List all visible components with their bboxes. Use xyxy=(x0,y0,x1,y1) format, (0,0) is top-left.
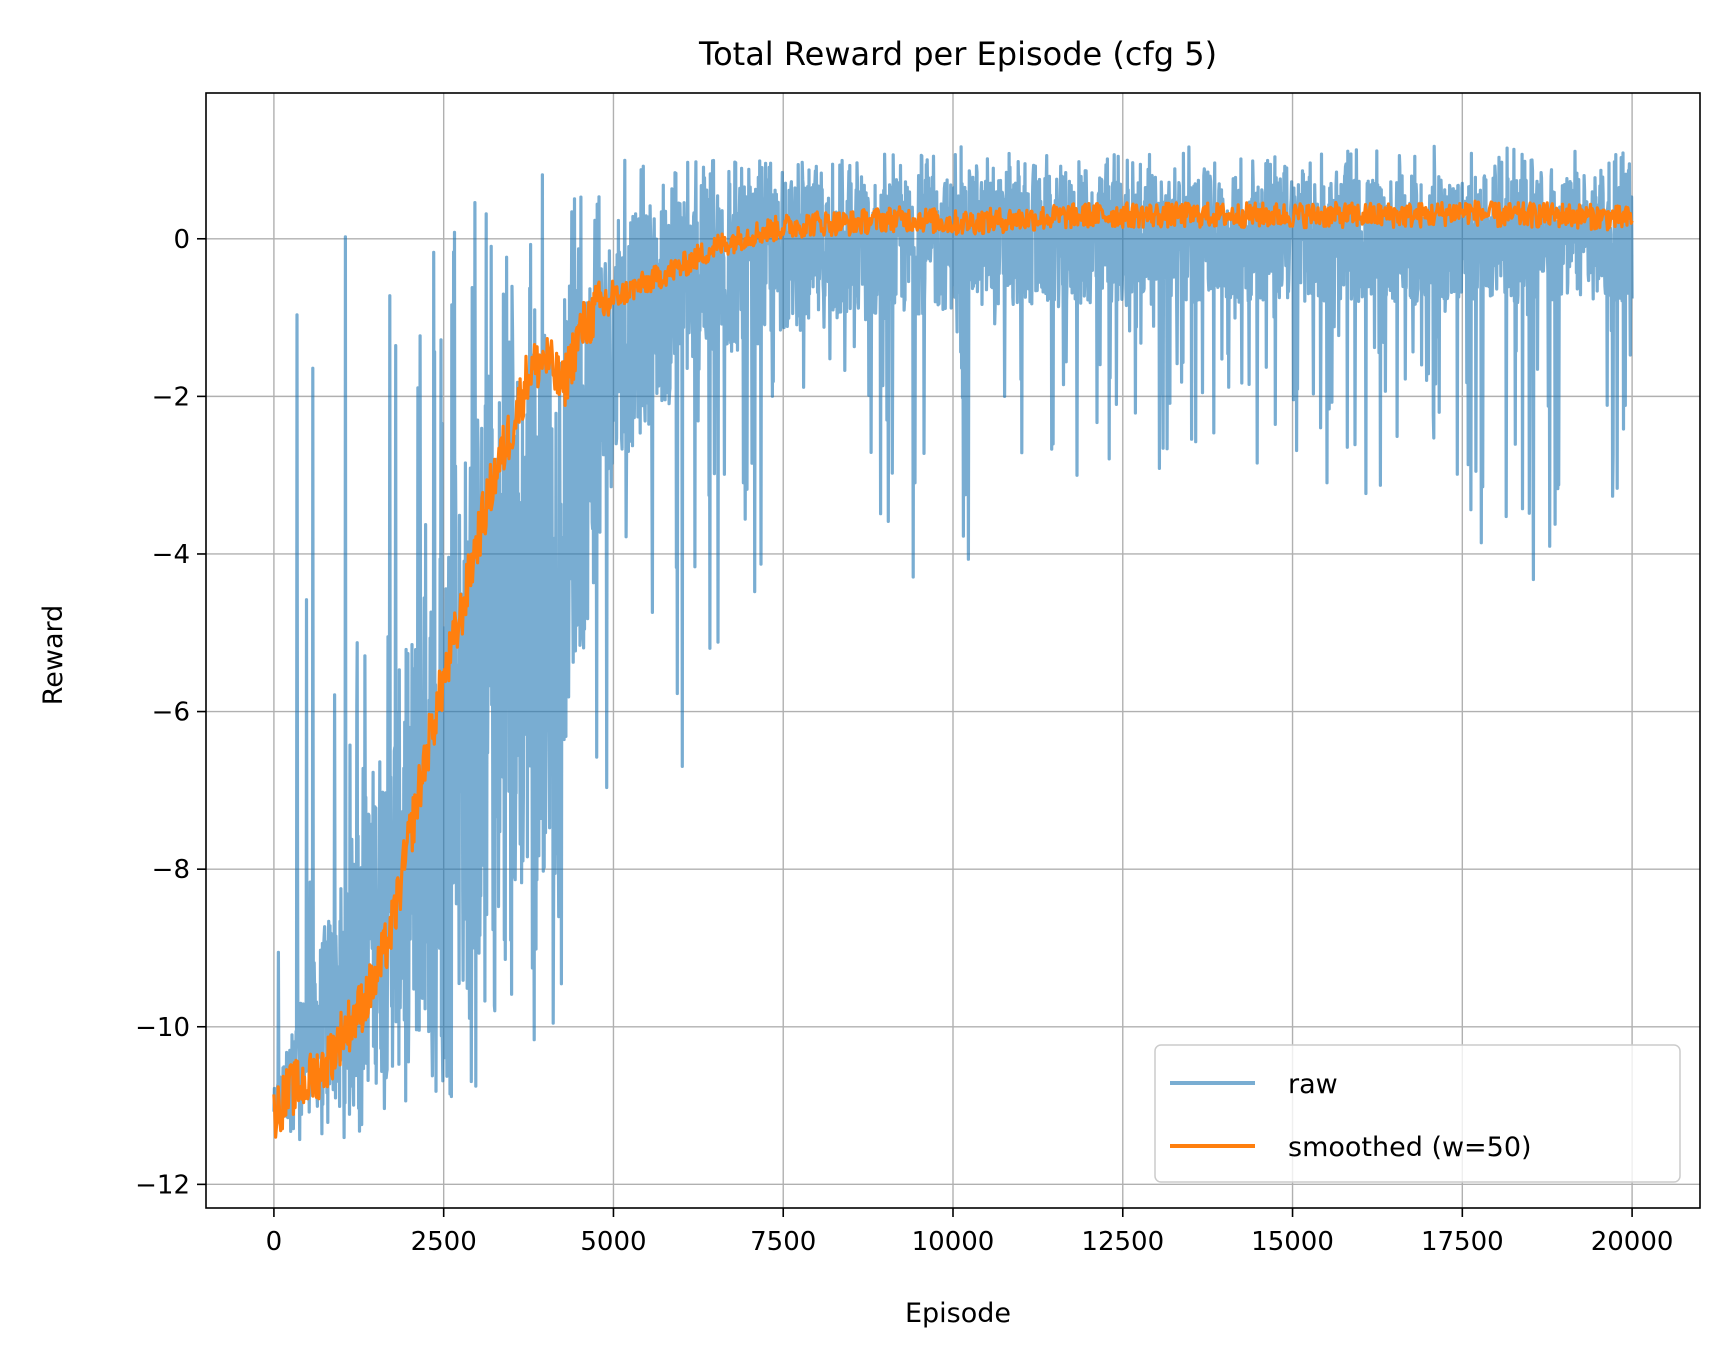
raw-series-line xyxy=(272,144,1634,1142)
x-tick-label: 12500 xyxy=(1081,1227,1164,1257)
x-tick-label: 10000 xyxy=(912,1227,995,1257)
smoothed-series xyxy=(272,199,1634,1139)
legend-label-smoothed: smoothed (w=50) xyxy=(1288,1132,1532,1163)
x-tick-label: 7500 xyxy=(750,1227,816,1257)
x-axis-label: Episode xyxy=(905,1298,1011,1329)
legend-box xyxy=(1154,1044,1681,1183)
x-tick-label: 15000 xyxy=(1251,1227,1334,1257)
x-tick-label: 20000 xyxy=(1591,1227,1674,1257)
legend-label-raw: raw xyxy=(1288,1069,1338,1100)
x-tick-label: 5000 xyxy=(580,1227,646,1257)
x-tick-label: 2500 xyxy=(411,1227,477,1257)
y-tick-label: −2 xyxy=(152,382,190,412)
y-tick-label: −8 xyxy=(152,855,190,885)
y-axis-label: Reward xyxy=(38,605,69,706)
y-axis-ticks: −12 −10 −8 −6 −4 −2 0 xyxy=(135,225,206,1200)
raw-series xyxy=(272,144,1634,1142)
y-tick-label: −4 xyxy=(152,540,190,570)
x-tick-label: 17500 xyxy=(1421,1227,1504,1257)
y-tick-label: −10 xyxy=(135,1013,190,1043)
legend: raw smoothed (w=50) xyxy=(1154,1044,1681,1183)
chart-title: Total Reward per Episode (cfg 5) xyxy=(698,35,1217,73)
smoothed-series-line xyxy=(272,199,1634,1139)
y-tick-label: −12 xyxy=(135,1170,190,1200)
x-tick-label: 0 xyxy=(266,1227,283,1257)
y-tick-label: 0 xyxy=(173,225,190,255)
x-axis-ticks: 0 2500 5000 7500 10000 12500 15000 17500 20000 xyxy=(266,1208,1674,1257)
y-tick-label: −6 xyxy=(152,698,190,728)
